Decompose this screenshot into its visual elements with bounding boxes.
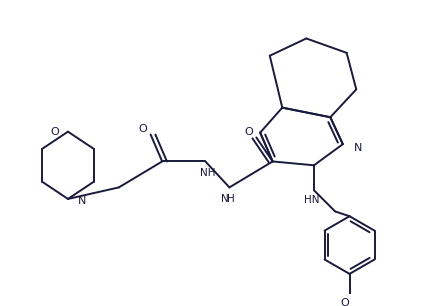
Text: O: O	[341, 298, 349, 306]
Text: O: O	[50, 127, 59, 137]
Text: N: N	[221, 194, 228, 204]
Text: O: O	[244, 127, 253, 137]
Text: H: H	[227, 194, 235, 204]
Text: O: O	[138, 124, 147, 134]
Text: NH: NH	[200, 168, 215, 178]
Text: N: N	[77, 196, 86, 206]
Text: HN: HN	[304, 195, 320, 205]
Text: N: N	[354, 143, 363, 153]
